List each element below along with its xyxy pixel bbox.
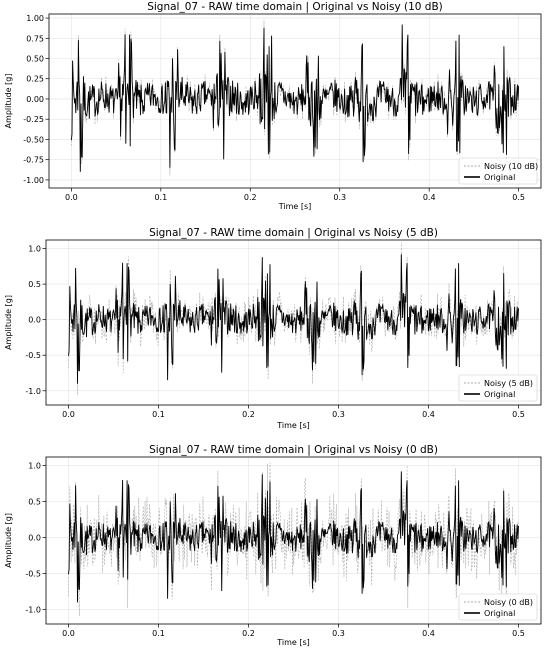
y-tick-label: 0.25 [26,75,44,84]
y-tick-label: 1.00 [26,14,44,23]
chart-title: Signal_07 - RAW time domain | Original v… [149,227,438,239]
x-tick-label: 0.3 [332,410,345,419]
plot-data [68,242,519,396]
gridlines [46,240,541,405]
x-tick-label: 0.0 [65,193,78,202]
axes-frame [45,239,542,406]
axes-frame [45,456,542,625]
chart-title: Signal_07 - RAW time domain | Original v… [149,444,438,456]
subplot-1: Signal_07 - RAW time domain | Original v… [4,1,542,211]
series-original [70,24,520,172]
x-tick-label: 0.2 [242,629,255,638]
legend-label-noisy: Noisy (10 dB) [484,162,538,171]
x-tick-label: 0.3 [333,193,346,202]
y-tick-label: -0.75 [23,156,44,165]
x-tick-label: 0.5 [512,410,525,419]
x-axis-label: Time [s] [278,202,312,211]
y-tick-label: -0.50 [23,135,44,144]
x-tick-label: 0.4 [422,410,435,419]
x-axis-label: Time [s] [276,421,310,430]
x-tick-label: 0.5 [512,193,525,202]
subplots: Signal_07 - RAW time domain | Original v… [4,1,542,647]
y-axis-label: Amplitude [g] [4,295,13,350]
y-tick-label: 0.0 [28,316,41,325]
legend: Noisy (0 dB) Original [458,593,538,621]
y-tick-label: -1.0 [25,387,41,396]
y-tick-label: 0.0 [28,534,41,543]
series-original [68,471,519,603]
y-tick-label: 0.50 [26,55,44,64]
y-tick-label: -0.5 [25,570,41,579]
y-tick-label: -1.00 [23,176,44,185]
x-tick-label: 0.1 [152,629,165,638]
x-tick-label: 0.4 [423,193,436,202]
y-tick-label: 0.75 [26,34,44,43]
x-tick-label: 0.3 [332,629,345,638]
y-tick-label: 0.5 [28,498,41,507]
chart-title: Signal_07 - RAW time domain | Original v… [147,1,443,13]
legend-label-original: Original [484,390,515,399]
legend: Noisy (10 dB) Original [458,157,538,185]
plot-data [70,20,520,176]
series-original [68,254,519,384]
y-tick-label: 1.0 [28,462,41,471]
x-tick-label: 0.2 [244,193,257,202]
y-axis-label: Amplitude [g] [4,74,13,129]
legend-label-original: Original [484,609,515,618]
subplot-2: Signal_07 - RAW time domain | Original v… [4,227,542,430]
subplot-3: Signal_07 - RAW time domain | Original v… [4,444,542,647]
legend: Noisy (5 dB) Original [458,374,538,402]
legend-label-original: Original [484,173,515,182]
y-tick-label: -0.25 [23,115,44,124]
y-tick-label: -0.5 [25,351,41,360]
x-axis-label: Time [s] [276,638,310,647]
legend-label-noisy: Noisy (5 dB) [484,379,533,388]
y-tick-label: 0.00 [26,95,44,104]
x-tick-label: 0.5 [512,629,525,638]
x-tick-label: 0.1 [152,410,165,419]
y-tick-label: 1.0 [28,245,41,254]
plot-data [68,462,519,617]
x-tick-label: 0.2 [242,410,255,419]
legend-label-noisy: Noisy (0 dB) [484,598,533,607]
y-tick-label: 0.5 [28,280,41,289]
y-tick-label: -1.0 [25,606,41,615]
x-tick-label: 0.1 [154,193,167,202]
y-axis-label: Amplitude [g] [4,513,13,568]
x-tick-label: 0.4 [422,629,435,638]
axes-frame [48,13,542,189]
x-tick-label: 0.0 [62,410,75,419]
x-tick-label: 0.0 [62,629,75,638]
